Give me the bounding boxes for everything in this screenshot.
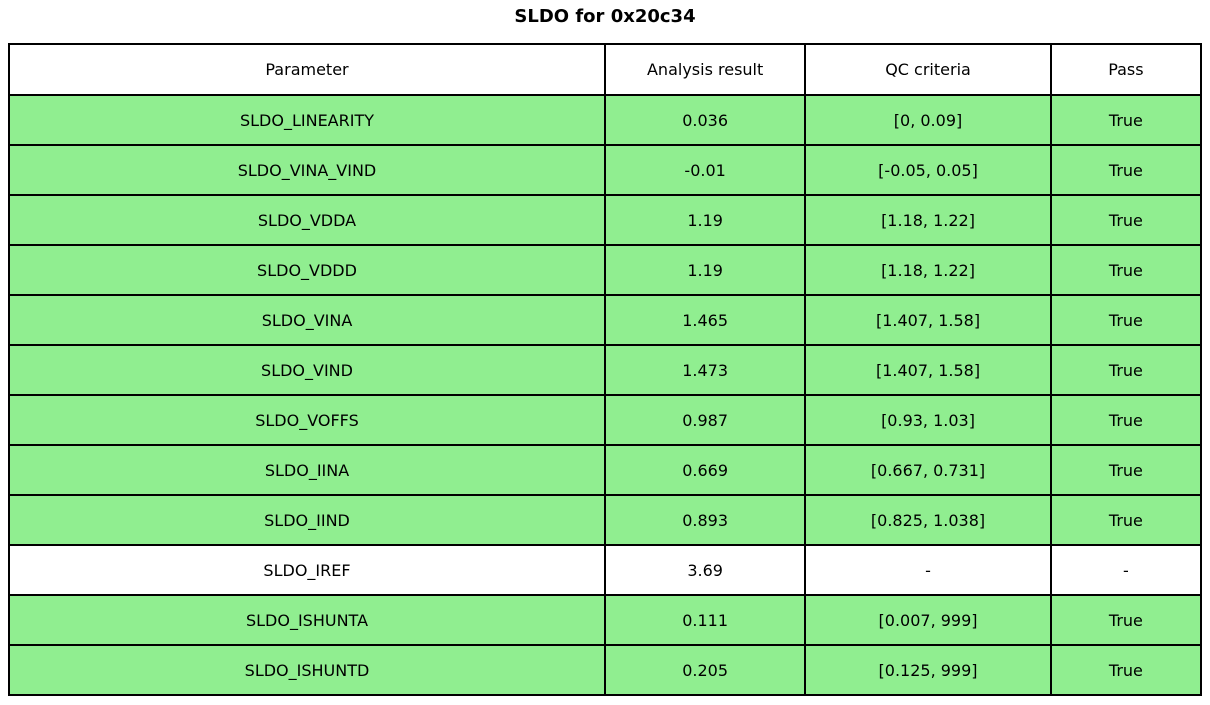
- pass-cell: True: [1049, 344, 1203, 396]
- column-header-qc-criteria: QC criteria: [804, 43, 1052, 96]
- parameter-cell: SLDO_VDDD: [8, 244, 606, 296]
- pass-cell: True: [1049, 194, 1203, 246]
- pass-cell: -: [1049, 544, 1203, 596]
- parameter-cell: SLDO_ISHUNTD: [8, 644, 606, 696]
- table-header: Parameter Analysis result QC criteria Pa…: [8, 43, 1203, 96]
- table-row: SLDO_VINA_VIND -0.01 [-0.05, 0.05] True: [8, 144, 1203, 196]
- qc-criteria-cell: [0, 0.09]: [804, 94, 1052, 146]
- qc-criteria-cell: [0.125, 999]: [804, 644, 1052, 696]
- parameter-cell: SLDO_VINA_VIND: [8, 144, 606, 196]
- qc-criteria-cell: [1.18, 1.22]: [804, 244, 1052, 296]
- analysis-result-cell: 0.036: [603, 94, 807, 146]
- pass-cell: True: [1049, 594, 1203, 646]
- qc-criteria-cell: [1.407, 1.58]: [804, 344, 1052, 396]
- parameter-cell: SLDO_VOFFS: [8, 394, 606, 446]
- table-header-row: Parameter Analysis result QC criteria Pa…: [8, 43, 1203, 96]
- pass-cell: True: [1049, 394, 1203, 446]
- qc-criteria-cell: [0.825, 1.038]: [804, 494, 1052, 546]
- analysis-result-cell: 0.205: [603, 644, 807, 696]
- analysis-result-cell: 0.111: [603, 594, 807, 646]
- page-title: SLDO for 0x20c34: [514, 6, 696, 27]
- parameter-cell: SLDO_ISHUNTA: [8, 594, 606, 646]
- column-header-analysis-result: Analysis result: [603, 43, 807, 96]
- pass-cell: True: [1049, 294, 1203, 346]
- table-row: SLDO_VDDA 1.19 [1.18, 1.22] True: [8, 194, 1203, 246]
- analysis-result-cell: 1.473: [603, 344, 807, 396]
- parameter-cell: SLDO_VIND: [8, 344, 606, 396]
- table-row: SLDO_ISHUNTA 0.111 [0.007, 999] True: [8, 594, 1203, 646]
- pass-cell: True: [1049, 244, 1203, 296]
- qc-criteria-cell: [0.007, 999]: [804, 594, 1052, 646]
- pass-cell: True: [1049, 644, 1203, 696]
- column-header-pass: Pass: [1049, 43, 1203, 96]
- table-row: SLDO_LINEARITY 0.036 [0, 0.09] True: [8, 94, 1203, 146]
- table-row: SLDO_IIND 0.893 [0.825, 1.038] True: [8, 494, 1203, 546]
- pass-cell: True: [1049, 94, 1203, 146]
- table-row: SLDO_VIND 1.473 [1.407, 1.58] True: [8, 344, 1203, 396]
- analysis-result-cell: 1.465: [603, 294, 807, 346]
- qc-results-table: Parameter Analysis result QC criteria Pa…: [8, 43, 1203, 696]
- table-row: SLDO_VDDD 1.19 [1.18, 1.22] True: [8, 244, 1203, 296]
- analysis-result-cell: 3.69: [603, 544, 807, 596]
- analysis-result-cell: 0.669: [603, 444, 807, 496]
- table-row: SLDO_IINA 0.669 [0.667, 0.731] True: [8, 444, 1203, 496]
- analysis-result-cell: 0.987: [603, 394, 807, 446]
- qc-criteria-cell: [1.407, 1.58]: [804, 294, 1052, 346]
- parameter-cell: SLDO_LINEARITY: [8, 94, 606, 146]
- table-row: SLDO_IREF 3.69 - -: [8, 544, 1203, 596]
- analysis-result-cell: 1.19: [603, 244, 807, 296]
- qc-criteria-cell: -: [804, 544, 1052, 596]
- pass-cell: True: [1049, 144, 1203, 196]
- parameter-cell: SLDO_IREF: [8, 544, 606, 596]
- pass-cell: True: [1049, 444, 1203, 496]
- qc-criteria-cell: [0.667, 0.731]: [804, 444, 1052, 496]
- table-row: SLDO_VINA 1.465 [1.407, 1.58] True: [8, 294, 1203, 346]
- pass-cell: True: [1049, 494, 1203, 546]
- parameter-cell: SLDO_VINA: [8, 294, 606, 346]
- parameter-cell: SLDO_IINA: [8, 444, 606, 496]
- table-row: SLDO_ISHUNTD 0.205 [0.125, 999] True: [8, 644, 1203, 696]
- table-row: SLDO_VOFFS 0.987 [0.93, 1.03] True: [8, 394, 1203, 446]
- column-header-parameter: Parameter: [8, 43, 606, 96]
- qc-criteria-cell: [1.18, 1.22]: [804, 194, 1052, 246]
- analysis-result-cell: 0.893: [603, 494, 807, 546]
- analysis-result-cell: 1.19: [603, 194, 807, 246]
- parameter-cell: SLDO_VDDA: [8, 194, 606, 246]
- table-body: SLDO_LINEARITY 0.036 [0, 0.09] True SLDO…: [8, 94, 1203, 696]
- parameter-cell: SLDO_IIND: [8, 494, 606, 546]
- qc-criteria-cell: [0.93, 1.03]: [804, 394, 1052, 446]
- analysis-result-cell: -0.01: [603, 144, 807, 196]
- qc-criteria-cell: [-0.05, 0.05]: [804, 144, 1052, 196]
